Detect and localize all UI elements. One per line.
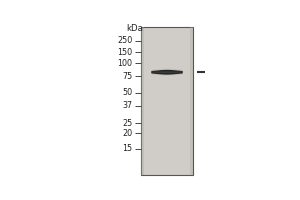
Text: 150: 150 [117, 48, 132, 57]
Text: 250: 250 [117, 36, 132, 45]
Text: 75: 75 [122, 72, 132, 81]
Text: 50: 50 [122, 88, 132, 97]
Text: 100: 100 [117, 59, 132, 68]
Text: 37: 37 [122, 101, 132, 110]
Text: kDa: kDa [127, 24, 144, 33]
Bar [141, 27, 193, 175]
Bar [141, 27, 144, 175]
Text: 15: 15 [122, 144, 132, 153]
Text: 25: 25 [122, 119, 132, 128]
Text: 20: 20 [122, 129, 132, 138]
Bar [190, 27, 193, 175]
